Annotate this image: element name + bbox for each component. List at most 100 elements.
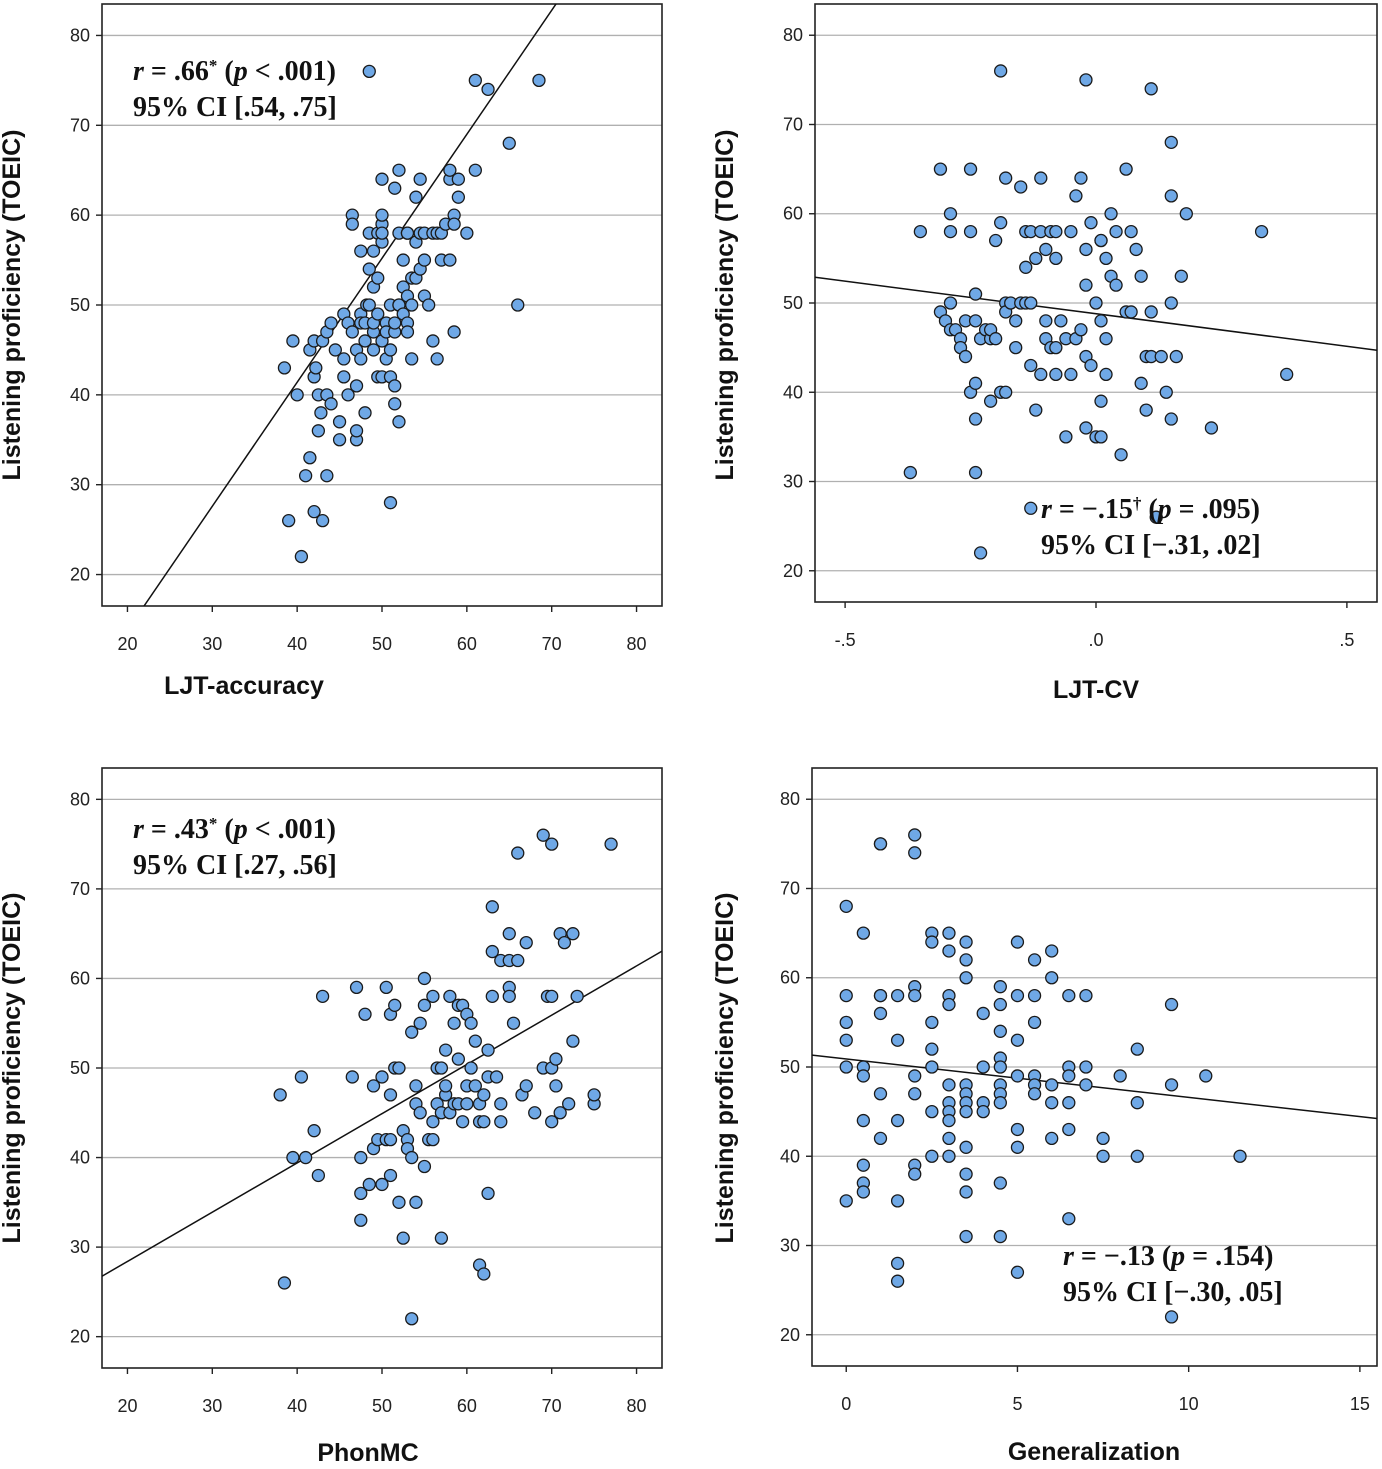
data-point <box>409 1195 423 1209</box>
data-point <box>1059 430 1073 444</box>
stats-r-label: r <box>1041 494 1053 525</box>
data-point <box>358 334 372 348</box>
y-axis-title: Listening proficiency (TOEIC) <box>711 893 739 1244</box>
stats-p-open: ( <box>1141 494 1157 525</box>
data-point <box>477 1088 491 1102</box>
data-point <box>511 953 525 968</box>
data-point <box>549 1052 563 1066</box>
data-point <box>460 1097 474 1111</box>
data-point <box>332 433 347 447</box>
x-tick-label: 15 <box>1350 1394 1370 1414</box>
stats-p-value: = .154) <box>1185 1241 1273 1272</box>
data-point <box>311 424 326 438</box>
stats-r-label: r <box>1063 1241 1075 1272</box>
data-point <box>375 208 389 222</box>
data-point <box>908 1069 922 1083</box>
x-tick-label: 20 <box>117 1396 137 1416</box>
data-point <box>959 1104 973 1119</box>
x-axis-title: LJT-CV <box>1053 676 1139 704</box>
data-point <box>1149 510 1163 524</box>
data-point <box>303 451 317 465</box>
data-point <box>409 190 423 204</box>
data-point <box>856 926 871 940</box>
data-point <box>354 1150 368 1165</box>
data-point <box>913 224 928 239</box>
data-point <box>993 1176 1007 1190</box>
data-point <box>434 1061 449 1075</box>
y-tick-label: 20 <box>783 561 803 581</box>
data-point <box>976 1060 990 1074</box>
data-point <box>286 1150 300 1165</box>
data-point <box>1099 332 1113 346</box>
data-point <box>925 1060 939 1074</box>
data-point <box>388 181 402 195</box>
data-point <box>549 1079 563 1093</box>
data-point <box>942 944 956 958</box>
y-tick-label: 50 <box>70 1058 90 1078</box>
y-tick-label: 60 <box>780 968 800 988</box>
scatter-panel-ljt-accuracy: 20 30 40 50 60 70 80 20 30 40 50 60 70 80 LJT-accuracy… <box>0 3 663 700</box>
data-point <box>481 1043 495 1057</box>
data-point <box>1099 251 1113 266</box>
data-point <box>447 325 461 339</box>
data-point <box>943 207 958 221</box>
y-tick-label: 50 <box>780 1057 800 1077</box>
data-point <box>506 1016 521 1030</box>
y-tick-label: 30 <box>70 1237 90 1257</box>
data-point <box>839 899 853 913</box>
data-point <box>1045 1131 1059 1146</box>
data-point <box>959 1185 973 1199</box>
y-tick-label: 40 <box>780 1146 800 1166</box>
data-point <box>942 1078 956 1092</box>
data-point <box>354 244 368 258</box>
data-point <box>286 334 300 348</box>
data-point <box>1024 358 1038 373</box>
data-point <box>485 944 499 959</box>
data-point <box>1130 1149 1144 1163</box>
data-point <box>366 244 381 258</box>
stats-confidence-interval: 95% CI [−.31, .02] <box>1041 530 1261 561</box>
x-tick-label: 10 <box>1179 1394 1199 1414</box>
data-point <box>383 496 398 510</box>
data-point <box>1169 349 1183 364</box>
data-point <box>1010 1140 1025 1154</box>
data-point <box>1062 1122 1076 1137</box>
y-tick-label: 80 <box>70 25 90 45</box>
stats-p-open: ( <box>1155 1241 1171 1272</box>
data-point <box>1164 296 1178 310</box>
data-point <box>1034 367 1048 382</box>
data-point <box>1079 421 1093 435</box>
data-point <box>908 828 922 842</box>
data-point <box>566 927 580 941</box>
data-point <box>1113 1069 1127 1083</box>
data-point <box>1134 269 1148 283</box>
stats-r-value: = .43 <box>144 814 209 845</box>
data-point <box>968 314 983 328</box>
data-point <box>328 343 342 357</box>
y-tick-label: 80 <box>783 25 803 45</box>
data-point <box>856 1069 871 1083</box>
data-point <box>942 926 956 940</box>
data-point <box>999 171 1013 185</box>
y-tick-label: 20 <box>780 1325 800 1345</box>
data-point <box>405 352 419 366</box>
data-point <box>315 513 330 528</box>
data-point <box>375 1177 389 1192</box>
data-point <box>570 989 584 1004</box>
y-tick-label: 60 <box>70 968 90 988</box>
data-point <box>994 64 1008 78</box>
stats-p-label: p <box>1156 494 1172 525</box>
y-tick-label: 50 <box>70 295 90 315</box>
data-point <box>502 136 516 150</box>
data-point <box>388 316 402 330</box>
data-point <box>307 505 321 519</box>
data-point <box>1254 224 1269 239</box>
data-point <box>388 397 402 411</box>
data-point <box>890 1194 905 1208</box>
stats-sup: † <box>1133 494 1142 513</box>
data-point <box>1174 269 1188 283</box>
data-point <box>993 980 1007 994</box>
data-point <box>993 997 1007 1012</box>
data-point <box>413 172 427 186</box>
data-point <box>358 1007 372 1021</box>
